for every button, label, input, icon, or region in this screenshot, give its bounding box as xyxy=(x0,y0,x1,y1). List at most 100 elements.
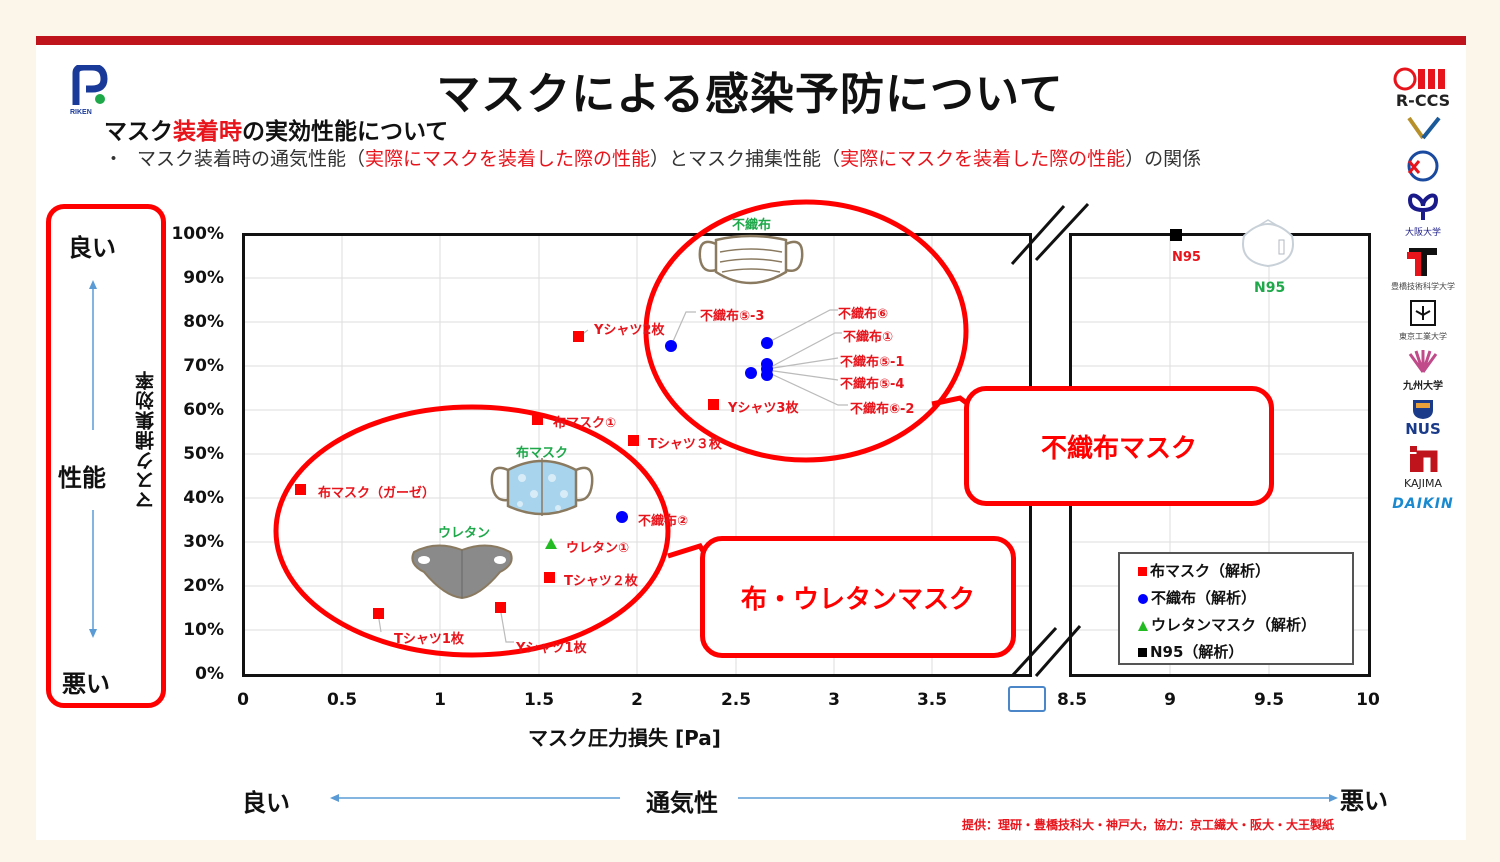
cloth-illustration-label: 布マスク xyxy=(516,446,569,461)
legend-item: ウレタンマスク（解析） xyxy=(1138,612,1352,639)
x-tick: 3.5 xyxy=(916,690,948,710)
x-axis-title: マスク圧力損失 [Pa] xyxy=(528,726,721,750)
breathability-good-label: 良い xyxy=(242,789,290,817)
y-tick: 70% xyxy=(183,356,224,376)
chart-legend: 布マスク（解析） 不織布（解析） ウレタンマスク（解析） N95（解析） xyxy=(1118,552,1354,665)
cloth-group-ellipse xyxy=(273,404,671,658)
tokyo-tech-logo-icon: 東京工業大学 xyxy=(1378,298,1468,342)
series-n95-marker xyxy=(1170,229,1182,241)
logo-label: NUS xyxy=(1405,420,1441,438)
legend-label: N95（解析） xyxy=(1150,643,1244,661)
subtitle-part: の実効性能について xyxy=(242,119,449,145)
point-label: Tシャツ1枚 xyxy=(394,632,464,647)
credit-text: 提供：理研・豊橋技科大・神戸大，協力：京工繊大・阪大・大王製紙 xyxy=(962,818,1335,832)
point-label: Yシャツ1枚 xyxy=(516,641,587,656)
point-label: ウレタン① xyxy=(566,541,630,556)
x-tick: 0.5 xyxy=(326,690,358,710)
y-tick: 40% xyxy=(183,488,224,508)
bullet-emphasis: 実際にマスクを装着した際の性能 xyxy=(840,148,1126,170)
axis-break-icon xyxy=(1010,202,1090,678)
legend-item: N95（解析） xyxy=(1138,639,1352,666)
square-marker-icon xyxy=(1138,648,1147,657)
subtitle-part: マスク xyxy=(104,119,173,145)
point-label: 不織布⑤-4 xyxy=(840,377,905,392)
logo-label: DAIKIN xyxy=(1392,496,1454,512)
point-label: 布マスク（ガーゼ） xyxy=(318,486,436,501)
x-tick: 0 xyxy=(237,690,249,710)
point-label: Yシャツ3枚 xyxy=(728,401,799,416)
x-tick: 2.5 xyxy=(720,690,752,710)
logo-label: 東京工業大学 xyxy=(1399,332,1447,341)
daikin-logo-icon: DAIKIN xyxy=(1378,496,1468,512)
point-label: N95 xyxy=(1172,250,1201,265)
performance-good-label: 良い xyxy=(68,234,116,262)
partner-logos: R-CCS 大阪大学 豊橋技術科学大学 東京工業大学 九州大学 NUS KAJI… xyxy=(1378,66,1468,518)
legend-item: 不織布（解析） xyxy=(1138,585,1352,612)
breathability-bad-label: 悪い xyxy=(1340,787,1388,815)
performance-arrows-icon xyxy=(89,280,97,638)
series-nonwoven-markers xyxy=(616,337,773,523)
bullet-text: ・マスク装着時の通気性能（実際にマスクを装着した際の性能）とマスク捕集性能（実際… xyxy=(104,146,1394,172)
square-marker-icon xyxy=(1138,567,1147,576)
x-tick: 1 xyxy=(434,690,446,710)
y-tick: 20% xyxy=(183,576,224,596)
legend-label: 布マスク（解析） xyxy=(1150,562,1271,580)
circle-marker-icon xyxy=(1138,593,1148,604)
point-label: 布マスク① xyxy=(553,416,617,431)
cloth-mask-illustration xyxy=(490,458,594,516)
x-tick: 3 xyxy=(828,690,840,710)
y-tick: 50% xyxy=(183,444,224,464)
point-label: 不織布② xyxy=(638,514,689,529)
bullet-emphasis: 実際にマスクを装着した際の性能 xyxy=(365,148,651,170)
legend-label: ウレタンマスク（解析） xyxy=(1151,616,1317,634)
logo-label: 九州大学 xyxy=(1403,381,1443,392)
cloth-urethane-mask-callout: 布・ウレタンマスク xyxy=(700,536,1016,658)
n95-illustration-label: N95 xyxy=(1254,280,1286,296)
performance-label: 性能 xyxy=(58,464,106,492)
toyohashi-tech-logo-icon: 豊橋技術科学大学 xyxy=(1378,244,1468,292)
logo-label: R-CCS xyxy=(1395,91,1451,110)
nus-logo-icon: NUS xyxy=(1378,398,1468,438)
point-label: 不織布① xyxy=(843,330,894,345)
logo-label: 大阪大学 xyxy=(1404,228,1441,238)
bullet-part: ）の関係 xyxy=(1125,148,1202,170)
page-title: マスクによる感染予防について xyxy=(436,69,1064,120)
y-tick: 60% xyxy=(183,400,224,420)
bullet-part: マスク装着時の通気性能（ xyxy=(137,148,366,170)
urethane-mask-illustration xyxy=(411,544,513,600)
y-tick: 90% xyxy=(183,268,224,288)
legend-item: 布マスク（解析） xyxy=(1138,558,1352,585)
nonwoven-group-ellipse xyxy=(643,199,969,463)
y-tick: 0% xyxy=(195,664,224,684)
y-tick: 80% xyxy=(183,312,224,332)
kajima-logo-icon: KAJIMA xyxy=(1378,444,1468,490)
selection-box[interactable] xyxy=(1008,686,1046,712)
rccs-logo-icon: R-CCS xyxy=(1378,66,1468,110)
logo-label: KAJIMA xyxy=(1403,477,1443,490)
point-label: Tシャツ２枚 xyxy=(564,574,638,589)
bullet-part: ）とマスク捕集性能（ xyxy=(650,148,841,170)
n95-mask-illustration xyxy=(1242,219,1294,268)
x-tick: 1.5 xyxy=(523,690,555,710)
series-urethane-marker xyxy=(545,538,557,549)
y-tick: 30% xyxy=(183,532,224,552)
performance-bad-label: 悪い xyxy=(62,670,110,698)
svg-text:RIKEN: RIKEN xyxy=(70,109,92,115)
point-label: Yシャツ2枚 xyxy=(594,323,665,338)
kobe-univ-logo-icon xyxy=(1378,149,1468,186)
top-accent-bar xyxy=(36,36,1466,45)
nonwoven-illustration-label: 不織布 xyxy=(732,218,772,233)
series-cloth-markers xyxy=(295,331,719,619)
point-label: 不織布⑥ xyxy=(838,307,889,322)
breathability-arrows-icon xyxy=(330,794,1338,802)
point-label: 不織布⑥-2 xyxy=(850,402,915,417)
point-label: 不織布⑤-3 xyxy=(700,309,765,324)
nonwoven-mask-callout: 不織布マスク xyxy=(964,386,1274,506)
subtitle-emphasis: 装着時 xyxy=(173,119,242,145)
kyushu-univ-logo-icon: 九州大学 xyxy=(1378,348,1468,392)
triangle-marker-icon xyxy=(1138,620,1148,631)
point-label: 不織布⑤-1 xyxy=(840,355,905,370)
breathability-label: 通気性 xyxy=(646,789,718,817)
nonwoven-mask-illustration xyxy=(698,234,804,285)
